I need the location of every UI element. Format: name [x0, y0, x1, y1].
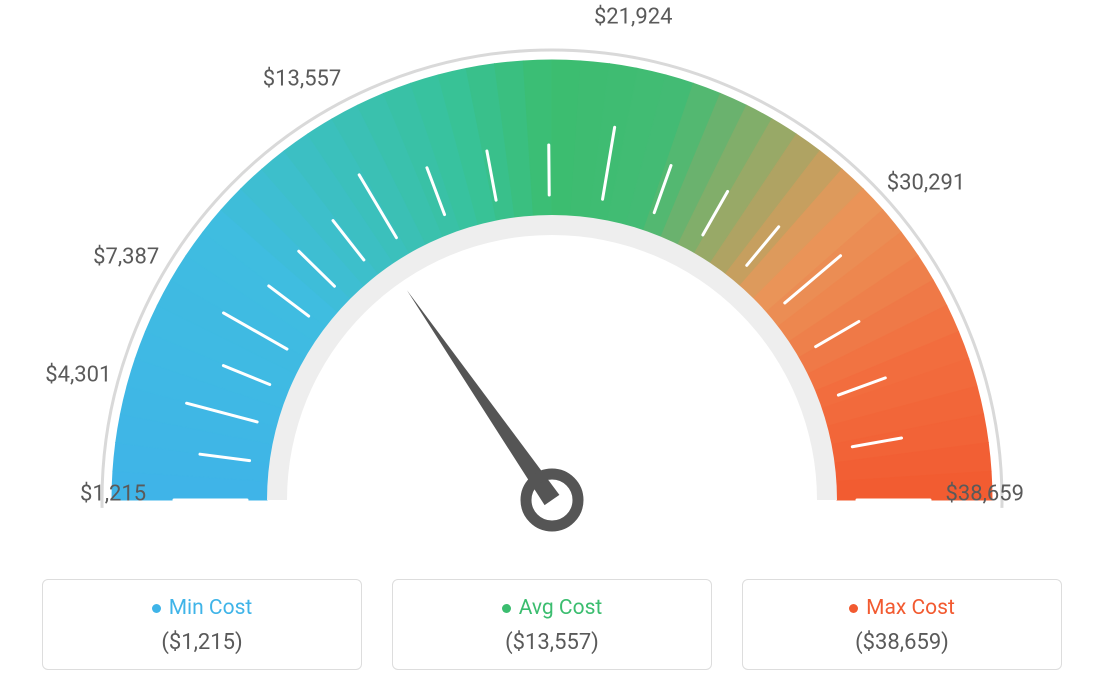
bullet-icon — [152, 604, 161, 613]
gauge-svg — [0, 0, 1104, 560]
gauge-tick-label: $13,557 — [263, 66, 342, 91]
legend-label: Min Cost — [169, 596, 253, 620]
gauge-tick-label: $21,924 — [594, 4, 673, 29]
gauge-tick-label: $1,215 — [80, 482, 146, 507]
legend-value: ($1,215) — [53, 630, 351, 655]
legend-card-avg: Avg Cost ($13,557) — [392, 579, 712, 670]
gauge-tick-label: $30,291 — [887, 171, 966, 196]
bullet-icon — [849, 604, 858, 613]
legend-title-avg: Avg Cost — [403, 596, 701, 620]
gauge-tick-label: $38,659 — [945, 482, 1024, 507]
legend-value: ($13,557) — [403, 630, 701, 655]
legend-title-min: Min Cost — [53, 596, 351, 620]
legend-value: ($38,659) — [753, 630, 1051, 655]
legend-label: Avg Cost — [519, 596, 603, 620]
legend-card-min: Min Cost ($1,215) — [42, 579, 362, 670]
gauge-chart: $1,215 $4,301 $7,387 $13,557 $21,924 $30,291 $… — [0, 0, 1104, 550]
legend-label: Max Cost — [866, 596, 955, 620]
legend-title-max: Max Cost — [753, 596, 1051, 620]
bullet-icon — [502, 604, 511, 613]
legend-row: Min Cost ($1,215) Avg Cost ($13,557) Max… — [0, 579, 1104, 670]
legend-card-max: Max Cost ($38,659) — [742, 579, 1062, 670]
gauge-tick-label: $7,387 — [93, 245, 159, 270]
gauge-tick-label: $4,301 — [45, 362, 111, 387]
